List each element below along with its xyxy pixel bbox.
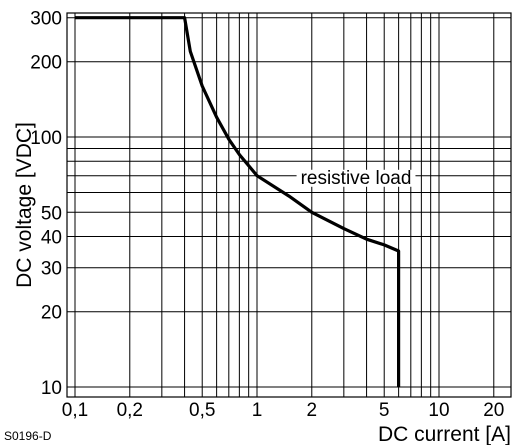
x-tick-label: 0,2 [117, 400, 143, 421]
plot-frame [66, 12, 512, 398]
y-tick-label: 20 [41, 303, 62, 324]
x-tick-label: 2 [306, 400, 317, 421]
x-tick-label: 5 [379, 400, 390, 421]
y-gridlines [67, 17, 511, 388]
x-tick-label: 20 [483, 400, 504, 421]
x-gridlines [74, 13, 495, 397]
series-lines [75, 16, 401, 387]
x-axis-label: DC current [A] [378, 423, 511, 445]
y-tick-labels: 10 20 30 40 50 100 200 300 [30, 9, 62, 399]
figure-code: S0196-D [4, 429, 52, 443]
y-tick-label: 100 [30, 128, 62, 149]
y-tick-label: 200 [30, 53, 62, 74]
annotation-label: resistive load [301, 168, 412, 189]
annotation-background [296, 169, 416, 187]
y-tick-label: 30 [41, 259, 62, 280]
x-tick-labels: 0,1 0,2 0,5 1 2 5 10 20 [62, 400, 505, 421]
y-tick-label: 10 [41, 378, 62, 399]
x-tick-label: 1 [252, 400, 263, 421]
y-tick-label: 300 [30, 9, 62, 30]
annotations: resistive load [296, 168, 416, 189]
y-tick-label: 50 [41, 203, 62, 224]
plot-background [67, 13, 511, 397]
y-axis-label: DC voltage [VDC] [13, 122, 36, 288]
y-tick-label: 40 [41, 227, 62, 248]
x-tick-label: 10 [428, 400, 449, 421]
series-line-resistive-load [75, 16, 401, 387]
x-tick-label: 0,1 [62, 400, 88, 421]
x-tick-label: 0,5 [189, 400, 215, 421]
